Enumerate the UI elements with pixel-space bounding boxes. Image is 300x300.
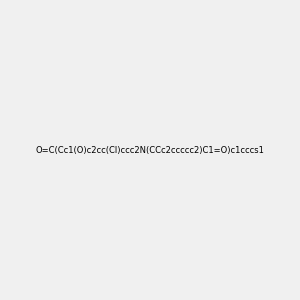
Text: O=C(Cc1(O)c2cc(Cl)ccc2N(CCc2ccccc2)C1=O)c1cccs1: O=C(Cc1(O)c2cc(Cl)ccc2N(CCc2ccccc2)C1=O)…	[36, 146, 264, 154]
